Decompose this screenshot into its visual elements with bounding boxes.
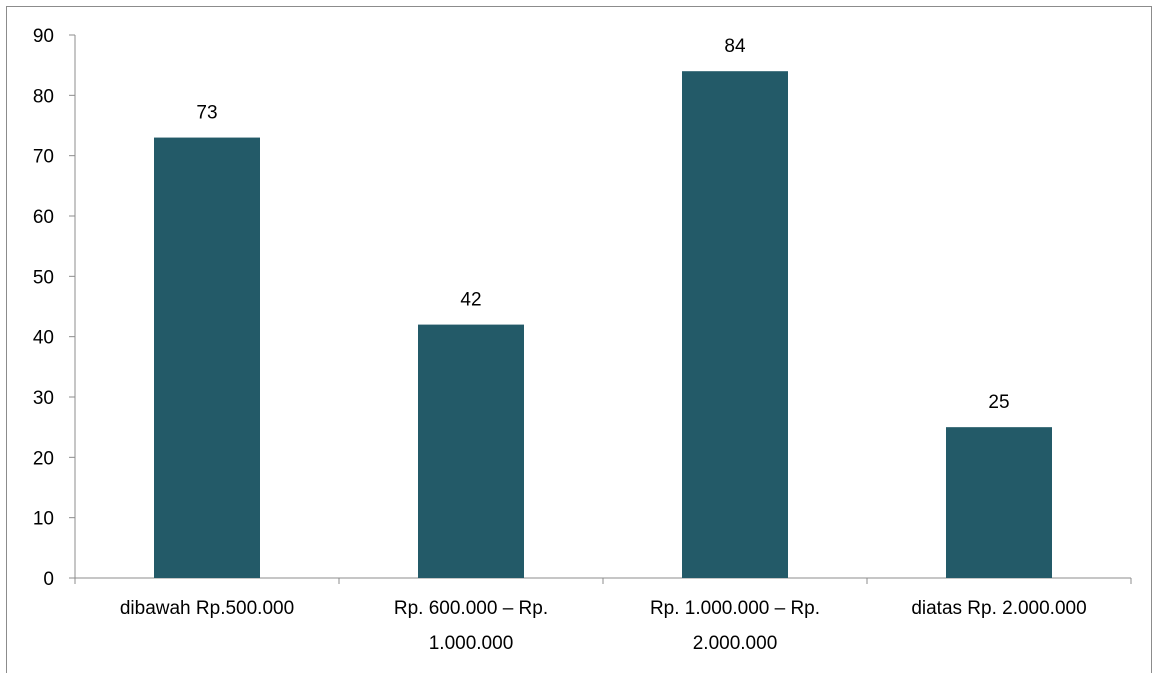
y-tick-label: 10 <box>33 509 54 530</box>
data-label: 25 <box>988 392 1009 413</box>
bar <box>418 324 524 578</box>
data-label: 84 <box>724 36 746 57</box>
x-tick-label: dibawah Rp.500.000 <box>120 598 294 619</box>
data-label: 42 <box>460 290 481 311</box>
y-tick-label: 90 <box>33 26 54 47</box>
y-axis: 0 10 20 30 40 50 60 70 80 90 <box>33 26 76 590</box>
y-tick-label: 50 <box>33 267 54 288</box>
y-tick-label: 0 <box>43 569 54 590</box>
y-tick-label: 60 <box>33 207 54 228</box>
y-tick-label: 40 <box>33 328 54 349</box>
x-axis: dibawah Rp.500.000 Rp. 600.000 – Rp. 1.000… <box>74 577 1132 654</box>
bar <box>154 137 260 579</box>
y-tick-label: 30 <box>33 388 54 409</box>
x-tick-label: Rp. 1.000.000 – Rp. 2.000.000 <box>650 598 820 654</box>
bar <box>682 71 788 578</box>
data-label: 73 <box>196 103 217 124</box>
bar <box>946 427 1052 578</box>
bars <box>154 71 1052 579</box>
y-tick-label: 20 <box>33 448 54 469</box>
data-labels: 73 42 84 25 <box>196 36 1009 413</box>
chart-frame <box>6 6 1152 673</box>
y-tick-label: 70 <box>33 147 54 168</box>
x-tick-label: Rp. 600.000 – Rp. 1.000.000 <box>394 598 548 654</box>
x-tick-label: diatas Rp. 2.000.000 <box>911 598 1086 619</box>
y-tick-label: 80 <box>33 86 54 107</box>
